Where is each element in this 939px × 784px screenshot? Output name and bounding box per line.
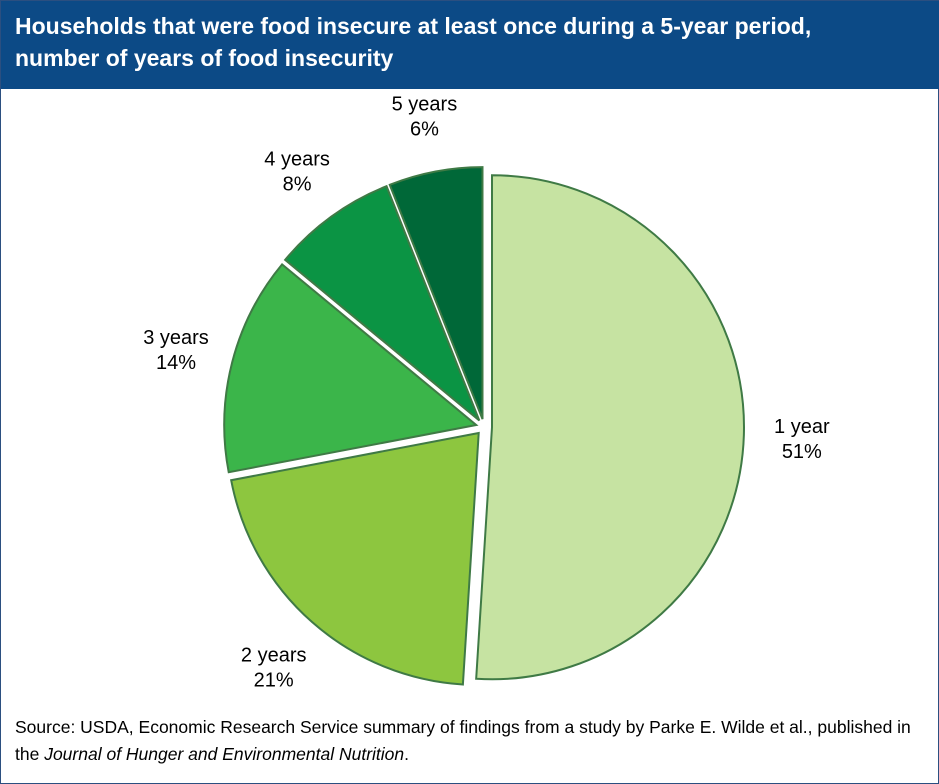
slice-category-label: 1 year: [774, 416, 830, 438]
slice-category-label: 3 years: [143, 327, 209, 349]
pie-slice-5: [388, 166, 484, 420]
slice-value-label: 6%: [410, 119, 439, 141]
slice-label-1: 1 year 51%: [774, 416, 830, 463]
slice-value-label: 21%: [254, 670, 294, 692]
chart-title-line-2: number of years of food insecurity: [15, 45, 394, 71]
pie-slice-3: [223, 262, 479, 474]
slice-category-label: 2 years: [241, 645, 307, 667]
slice-label-5: 5 years 6%: [392, 94, 458, 141]
pie-chart: 1 year 51% 2 years 21% 3 years 14% 4 years 8% 5 …: [143, 94, 830, 692]
slice-category-label: 5 years: [392, 94, 458, 116]
chart-title-line-1: Households that were food insecure at le…: [15, 13, 812, 39]
source-note: Source: USDA, Economic Research Service …: [15, 714, 925, 768]
pie-slice-4: [283, 184, 481, 422]
slice-value-label: 14%: [156, 352, 196, 374]
slice-label-3: 3 years 14%: [143, 327, 209, 374]
slice-value-label: 51%: [782, 441, 822, 463]
pie-slice-2: [230, 431, 480, 686]
chart-header: Households that were food insecure at le…: [1, 1, 939, 89]
source-journal: Journal of Hunger and Environmental Nutr…: [44, 744, 405, 764]
source-suffix: .: [404, 744, 409, 764]
pie-slice-1: [475, 174, 745, 681]
slice-value-label: 8%: [283, 174, 312, 196]
slice-label-2: 2 years 21%: [241, 645, 307, 692]
slice-category-label: 4 years: [264, 149, 330, 171]
slice-label-4: 4 years 8%: [264, 149, 330, 196]
source-prefix: Source: USDA, Economic Research Service …: [15, 717, 911, 764]
chart-title: Households that were food insecure at le…: [15, 10, 926, 74]
